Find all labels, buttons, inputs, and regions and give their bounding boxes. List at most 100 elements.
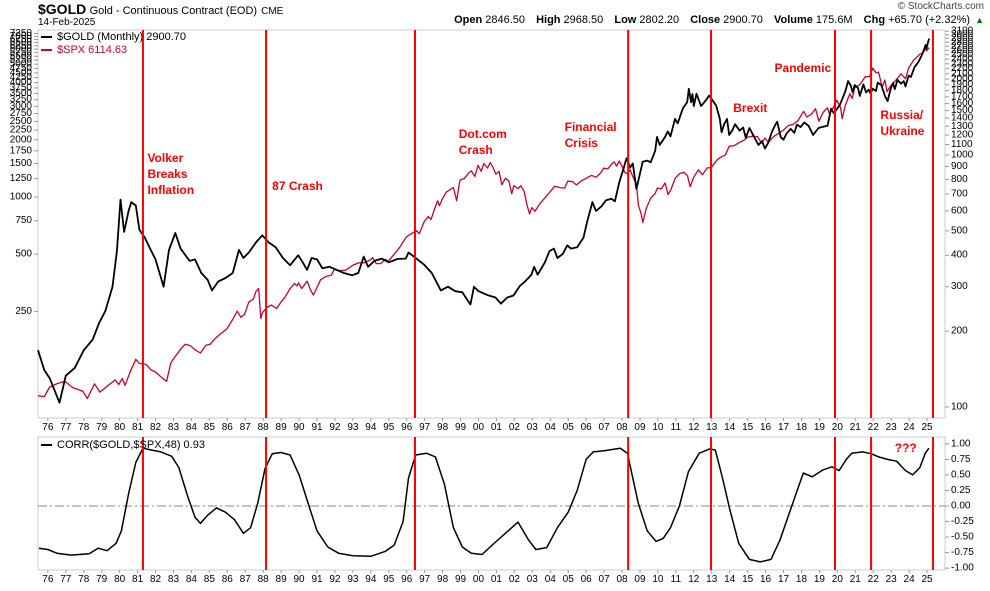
year-label: 12 xyxy=(688,422,700,433)
corr-axis-label: -0.25 xyxy=(951,516,974,527)
year-label: 16 xyxy=(760,574,772,585)
year-label: 05 xyxy=(563,574,575,585)
year-label: 92 xyxy=(329,574,341,585)
event-annotation: 87 Crash xyxy=(272,179,323,193)
corr-axis-label: 0.50 xyxy=(951,469,971,480)
left-axis-label: 1250 xyxy=(10,173,33,184)
year-label: 81 xyxy=(132,422,144,433)
left-axis-label: 500 xyxy=(15,249,32,260)
year-label: 97 xyxy=(419,574,431,585)
left-axis-label: 6500 xyxy=(10,37,33,48)
year-label: 86 xyxy=(222,422,234,433)
year-label: 84 xyxy=(186,422,198,433)
right-axis-label: 2100 xyxy=(951,68,974,79)
year-label: 03 xyxy=(527,422,539,433)
year-label: 09 xyxy=(634,422,646,433)
year-label: 06 xyxy=(581,574,593,585)
right-axis-label: 1000 xyxy=(951,149,974,160)
year-label: 02 xyxy=(509,574,521,585)
year-label: 02 xyxy=(509,422,521,433)
year-label: 77 xyxy=(60,422,72,433)
right-axis-label: 1100 xyxy=(951,139,973,150)
close-label: Close xyxy=(690,14,721,26)
right-axis-label: 100 xyxy=(951,401,968,412)
year-label: 79 xyxy=(96,574,108,585)
right-axis-label: 2000 xyxy=(951,74,974,85)
year-label: 78 xyxy=(78,422,90,433)
corr-axis-label: 0.75 xyxy=(951,454,971,465)
year-label: 01 xyxy=(491,422,503,433)
right-axis-label: 200 xyxy=(951,326,968,337)
year-label: 85 xyxy=(204,422,216,433)
left-axis-label: 3750 xyxy=(10,82,33,93)
year-label: 88 xyxy=(258,574,270,585)
right-axis-label: 1900 xyxy=(951,79,974,90)
year-label: 24 xyxy=(904,574,916,585)
year-label: 76 xyxy=(42,574,54,585)
year-label: 22 xyxy=(868,574,880,585)
copyright: © StockCharts.com xyxy=(897,1,984,12)
chart-title: $GOLD Gold - Continuous Contract (EOD) CM… xyxy=(38,1,283,17)
left-axis-label: 2500 xyxy=(10,116,33,127)
gold-legend-label: $GOLD (Monthly) 2900.70 xyxy=(57,31,187,43)
right-axis-label: 900 xyxy=(951,161,968,172)
open-value: 2846.50 xyxy=(485,14,526,26)
event-annotation: Pandemic xyxy=(775,61,832,75)
year-label: 94 xyxy=(365,574,377,585)
up-arrow-icon: ▲ xyxy=(975,15,984,25)
year-label: 16 xyxy=(760,422,772,433)
year-label: 05 xyxy=(563,422,575,433)
corr-axis-label: -0.50 xyxy=(951,532,974,543)
year-label: 93 xyxy=(347,422,359,433)
main-legend: $GOLD (Monthly) 2900.70 $SPX 6114.63 xyxy=(41,31,186,57)
left-axis-label: 750 xyxy=(15,215,32,226)
year-label: 15 xyxy=(742,422,754,433)
corr-legend-item: CORR($GOLD,$SPX,48) 0.93 xyxy=(41,439,205,452)
high-label: High xyxy=(536,14,561,26)
spx-legend-label: $SPX 6114.63 xyxy=(57,44,128,56)
year-label: 17 xyxy=(778,574,790,585)
year-label: 91 xyxy=(311,422,323,433)
correlation-legend: CORR($GOLD,$SPX,48) 0.93 xyxy=(41,439,205,452)
right-axis-label: 1300 xyxy=(951,121,974,132)
year-label: 08 xyxy=(616,574,628,585)
correlation-line xyxy=(38,447,930,563)
year-label: 80 xyxy=(114,574,126,585)
right-axis-label: 800 xyxy=(951,174,968,185)
change-label: Chg xyxy=(863,14,886,26)
left-axis-label: 5000 xyxy=(10,59,33,70)
low-value: 2802.20 xyxy=(639,14,680,26)
year-label: 90 xyxy=(294,422,306,433)
year-label: 14 xyxy=(724,422,736,433)
left-axis-label: 1750 xyxy=(10,145,33,156)
right-axis-label: 2300 xyxy=(951,58,974,69)
year-label: 85 xyxy=(204,574,216,585)
right-axis-label: 1400 xyxy=(951,113,974,124)
year-label: 22 xyxy=(868,422,880,433)
year-label: 07 xyxy=(599,574,611,585)
year-label: 17 xyxy=(778,422,790,433)
right-axis-label: 300 xyxy=(951,281,968,292)
year-label: 86 xyxy=(222,574,234,585)
close-value: 2900.70 xyxy=(723,14,763,26)
year-label: 99 xyxy=(455,574,467,585)
correlation-plot-frame xyxy=(37,436,946,571)
right-axis-label: 2900 xyxy=(951,33,974,44)
year-label: 04 xyxy=(545,422,557,433)
event-annotation: Ukraine xyxy=(880,124,924,138)
year-label: 13 xyxy=(706,422,718,433)
main-plot-frame xyxy=(37,29,946,419)
right-axis-label: 1600 xyxy=(951,98,974,109)
year-label: 19 xyxy=(814,574,826,585)
volume-label: Volume xyxy=(773,14,813,26)
right-axis-label: 2600 xyxy=(951,45,974,56)
event-annotation: Dot.com xyxy=(459,127,507,141)
left-axis-label: 6250 xyxy=(10,40,33,51)
corr-legend-label: CORR($GOLD,$SPX,48) 0.93 xyxy=(57,439,205,451)
corr-axis-label: 0.25 xyxy=(951,485,971,496)
year-label: 84 xyxy=(186,574,198,585)
left-axis-label: 7250 xyxy=(10,28,33,39)
year-label: 95 xyxy=(383,422,395,433)
right-axis-label: 1200 xyxy=(951,130,974,141)
year-label: 10 xyxy=(652,422,664,433)
